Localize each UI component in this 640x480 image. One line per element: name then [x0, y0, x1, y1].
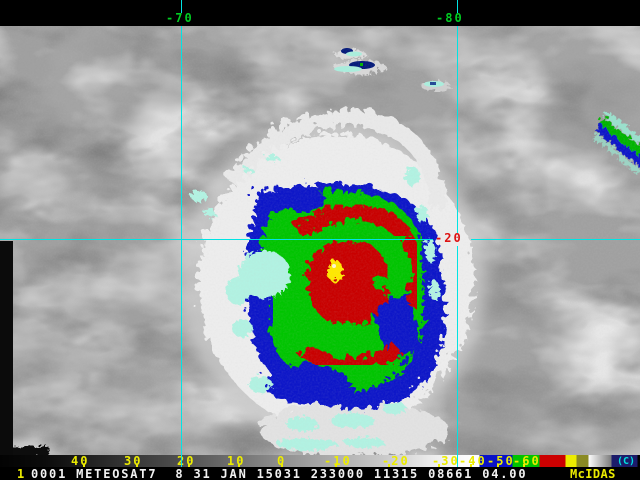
colorbar-tick-label: 20	[177, 454, 196, 468]
annotation-line: 1 0001 METEOSAT7 8 31 JAN 15031 233000 1…	[0, 467, 640, 480]
gridline-lon-80	[457, 246, 458, 467]
colorbar-tick-mark	[83, 464, 85, 467]
colorbar-tick-mark	[335, 464, 337, 467]
colorbar-tick-mark	[470, 464, 472, 467]
top-black-bar	[0, 0, 640, 26]
gridline-lat-20	[471, 239, 640, 240]
colorbar-tick-label: 30	[124, 454, 143, 468]
annotation-text: 0001 METEOSAT7 8 31 JAN 15031 233000 113…	[31, 467, 528, 480]
gridline-lon-70	[181, 0, 182, 13]
colorbar-tick-label: -20	[382, 454, 410, 468]
colorbar-tick-mark	[523, 464, 525, 467]
colorbar-tick-label: -10	[324, 454, 352, 468]
satellite-image-area	[0, 26, 640, 455]
colorbar-tick-label: 10	[227, 454, 246, 468]
grain-texture	[0, 26, 640, 455]
gridline-lon-80	[457, 26, 458, 233]
gridline-lat-20	[0, 239, 433, 240]
colorbar-tick-mark	[497, 464, 499, 467]
colorbar-tick-label: 0	[277, 454, 287, 468]
colorbar-tick-label: -40	[459, 454, 487, 468]
colorbar-tick-label: -30	[432, 454, 460, 468]
colorbar-tick-label: -50	[487, 454, 515, 468]
colorbar-unit-celsius: (C)	[616, 456, 636, 467]
colorbar-tick-mark	[238, 464, 240, 467]
satellite-scene-art	[0, 26, 640, 455]
grid-label-lon-left: -70	[166, 11, 194, 25]
grid-label-lon-right: -80	[436, 11, 464, 25]
colorbar: (C) 40 30 20 10 0 -10 -20 -30 -40 -50 -60	[0, 455, 640, 467]
gridline-lon-70	[181, 26, 182, 467]
gridline-lon-80	[457, 0, 458, 13]
colorbar-tick-label: -60	[513, 454, 541, 468]
left-edge-data-gap	[0, 241, 13, 455]
colorbar-tick-mark	[388, 464, 390, 467]
grid-label-lat: -20	[435, 231, 463, 245]
colorbar-tick-mark	[438, 464, 440, 467]
colorbar-tick-mark	[188, 464, 190, 467]
frame-number: 1	[17, 467, 27, 480]
mcidas-brand: McIDAS	[570, 467, 616, 480]
colorbar-tick-label: 40	[71, 454, 90, 468]
colorbar-tick-mark	[136, 464, 138, 467]
colorbar-tick-mark	[281, 464, 283, 467]
